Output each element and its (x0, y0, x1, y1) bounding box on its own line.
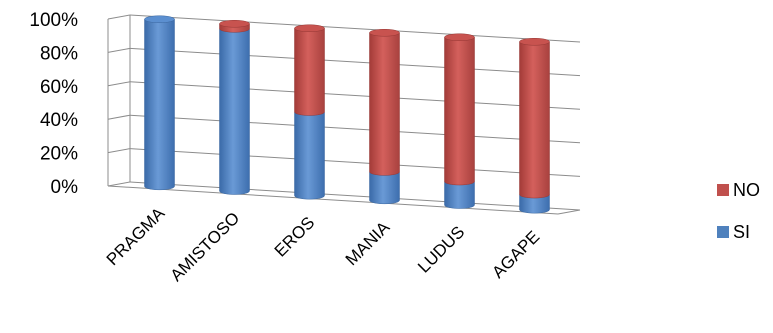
gridline (129, 47, 581, 77)
gridline (129, 148, 581, 177)
bar-top-cap (294, 24, 325, 32)
legend-swatch-no (717, 184, 729, 196)
y-tick-label: 20% (40, 144, 78, 165)
x-axis (107, 185, 559, 215)
side-wall-gridline (107, 148, 131, 154)
bar-top-cap (144, 15, 175, 23)
category-label: AGAPE (488, 227, 543, 282)
bar-segment-si (294, 111, 325, 200)
bar-segment-no (369, 32, 400, 176)
side-wall-gridline (107, 14, 131, 20)
side-wall-gridline (107, 47, 131, 53)
y-tick-label: 60% (40, 77, 78, 98)
gridline (129, 181, 581, 211)
bar-segment-no (294, 28, 325, 116)
bar-segment-si (219, 28, 250, 195)
side-wall-gridline (107, 114, 131, 120)
category-label: PRAGMA (103, 203, 169, 269)
category-label: MANIA (342, 217, 394, 269)
side-wall-gridline (107, 181, 131, 187)
legend-swatch-si (717, 226, 729, 238)
y-tick-label: 0% (51, 177, 79, 198)
y-tick-label: 80% (40, 43, 78, 64)
gridline (129, 14, 581, 43)
y-tick-labels: 0% 20% 40% 60% 80% 100% (29, 10, 78, 198)
bar-segment-no (444, 37, 475, 186)
bar-segment-no (519, 41, 550, 199)
floor-edge (557, 209, 581, 215)
bar-segment-si (519, 194, 550, 214)
category-label: LUDUS (414, 222, 468, 276)
bar-segment-si (369, 171, 400, 205)
legend-label-no: NO (733, 180, 760, 200)
y-tick-label: 100% (29, 10, 78, 31)
bar-top-cap (219, 20, 250, 28)
y-tick-label: 40% (40, 110, 78, 131)
side-wall-gridline (107, 81, 131, 87)
bar-top-cap (369, 29, 400, 37)
category-label: EROS (271, 213, 319, 261)
legend-label-si: SI (733, 222, 750, 242)
plot-area (107, 14, 581, 215)
bar-top-cap (444, 33, 475, 41)
bar-segment-si (144, 19, 175, 191)
bars (144, 15, 550, 214)
bar-top-cap (519, 38, 550, 46)
category-label: AMISTOSO (167, 208, 244, 285)
gridline (129, 81, 581, 110)
bar-segment-si (444, 181, 475, 209)
legend: NO SI (717, 180, 760, 242)
gridline (129, 114, 581, 144)
